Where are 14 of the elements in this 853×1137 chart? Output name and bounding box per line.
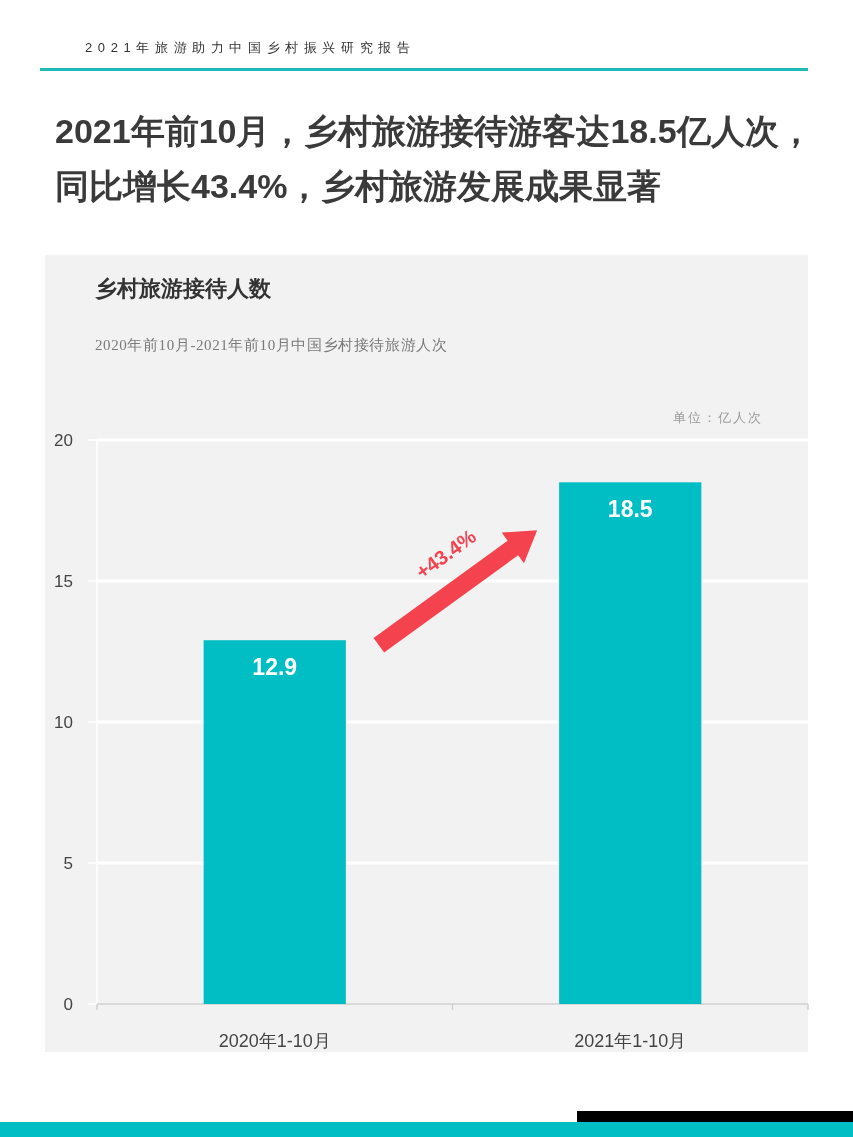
ytick-label: 5 <box>63 853 73 873</box>
headline: 2021年前10月，乡村旅游接待游客达18.5亿人次，同比增长43.4%，乡村旅游发展成果显著 <box>55 112 813 205</box>
ytick-label: 10 <box>54 712 73 732</box>
ytick-label: 0 <box>63 994 73 1014</box>
chart-title: 乡村旅游接待人数 <box>95 276 271 301</box>
data-label: 12.9 <box>252 654 298 681</box>
xtick-label: 2021年1-10月 <box>574 1031 687 1051</box>
ytick-label: 20 <box>54 430 73 450</box>
data-label: 18.5 <box>607 496 653 523</box>
chart-subtitle: 2020年前10月-2021年前10月中国乡村接待旅游人次 <box>95 337 448 353</box>
unit-note: 单位：亿人次 <box>673 410 763 425</box>
ytick-label: 15 <box>54 571 73 591</box>
header-text: 2021年旅游助力中国乡村振兴研究报告 <box>85 40 416 55</box>
xtick-label: 2020年1-10月 <box>218 1031 331 1051</box>
